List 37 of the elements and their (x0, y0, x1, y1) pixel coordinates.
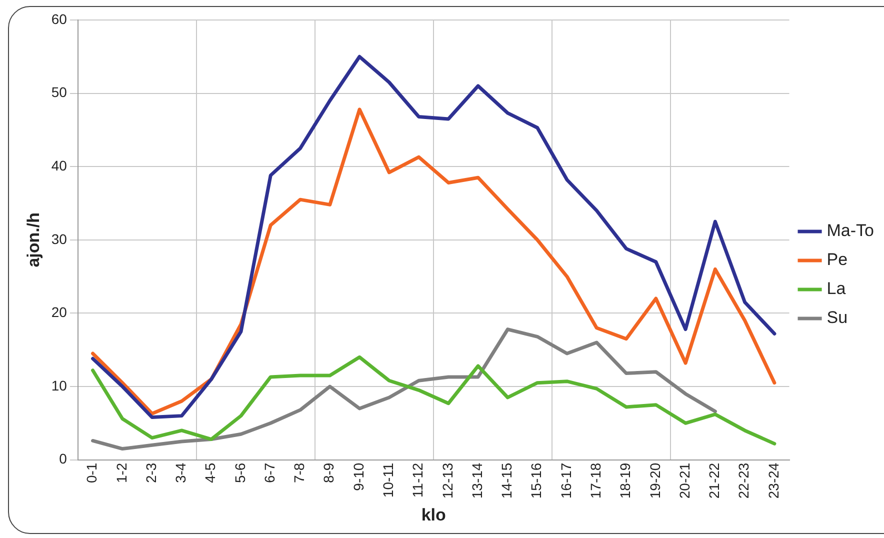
x-tick-label: 5-6 (232, 462, 248, 484)
y-tick-label: 30 (51, 230, 68, 247)
y-tick-label: 0 (59, 450, 68, 467)
x-tick-label: 9-10 (350, 462, 366, 491)
x-tick-label: 2-3 (142, 462, 159, 484)
x-tick-label: 17-18 (587, 462, 604, 499)
y-tick-label: 40 (51, 157, 68, 174)
x-tick-label: 16-17 (558, 462, 574, 499)
x-tick-label: 20-21 (676, 462, 692, 499)
x-axis-title: klo (421, 505, 446, 524)
legend-label: Su (826, 308, 848, 328)
x-tick-label: 23-24 (765, 462, 782, 499)
y-tick-label: 20 (51, 304, 68, 320)
y-axis-title: ajon./h (24, 212, 43, 268)
y-tick-label: 60 (51, 10, 68, 27)
x-tick-label: 19-20 (646, 462, 663, 499)
x-tick-label: 13-14 (468, 462, 485, 499)
x-tick-label: 3-4 (172, 462, 189, 484)
x-tick-label: 1-2 (113, 462, 130, 484)
legend-label: Ma-To (826, 221, 874, 240)
x-tick-label: 21-22 (706, 462, 722, 499)
x-tick-label: 4-5 (202, 462, 218, 484)
x-tick-label: 7-8 (291, 462, 308, 484)
legend-label: Pe (826, 250, 848, 270)
x-tick-label: 12-13 (439, 462, 456, 499)
x-tick-label: 18-19 (617, 462, 634, 499)
x-tick-label: 15-16 (528, 462, 544, 499)
legend-label: La (826, 279, 846, 298)
x-tick-label: 0-1 (84, 462, 100, 484)
x-tick-label: 8-9 (320, 462, 337, 484)
y-tick-label: 50 (51, 84, 68, 100)
x-tick-label: 14-15 (498, 462, 515, 499)
x-tick-label: 10-11 (380, 462, 396, 498)
x-tick-label: 6-7 (261, 462, 278, 484)
x-tick-label: 11-12 (410, 462, 426, 498)
y-tick-label: 10 (51, 377, 68, 394)
x-tick-label: 22-23 (736, 462, 752, 499)
